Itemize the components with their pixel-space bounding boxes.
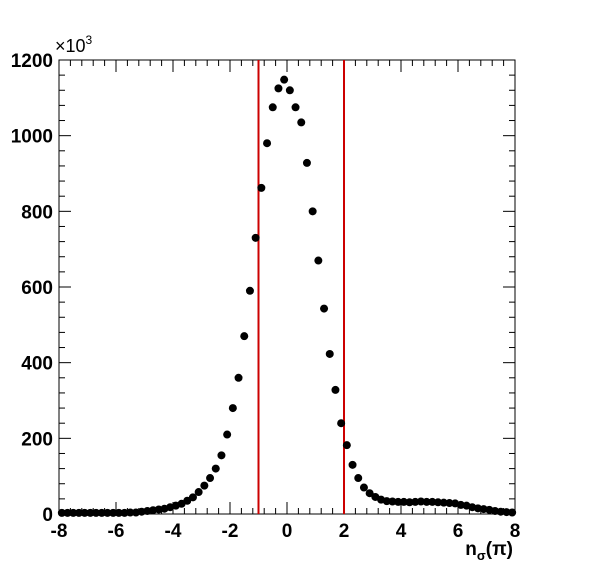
data-point xyxy=(422,497,431,506)
data-point xyxy=(274,84,283,93)
data-point xyxy=(63,508,72,517)
data-point xyxy=(109,508,118,517)
x-tick-label: -4 xyxy=(165,521,182,542)
data-point xyxy=(223,430,232,439)
data-point xyxy=(365,489,374,498)
data-point xyxy=(314,256,323,265)
data-point xyxy=(308,207,317,216)
data-point xyxy=(320,304,329,313)
data-point xyxy=(74,508,83,517)
data-point xyxy=(280,75,289,84)
data-point xyxy=(394,497,403,506)
data-point xyxy=(268,103,277,112)
x-tick-label: 2 xyxy=(339,521,350,542)
y-tick-labels: 0 200 400 600 800 1000 1200 xyxy=(11,51,53,526)
data-point xyxy=(245,286,254,295)
data-point xyxy=(302,158,311,167)
data-point xyxy=(103,508,112,517)
data-point xyxy=(382,497,391,506)
data-point xyxy=(97,508,106,517)
data-point xyxy=(240,332,249,341)
data-point xyxy=(80,508,89,517)
x-axis-title: nσ(π) xyxy=(465,539,513,563)
y-tick-label: 1200 xyxy=(11,51,53,72)
y-multiplier: ×103 xyxy=(55,33,93,56)
data-point xyxy=(120,508,129,517)
data-point xyxy=(291,103,300,112)
data-point xyxy=(234,373,243,382)
data-point xyxy=(342,441,351,450)
data-point xyxy=(359,483,368,492)
data-point xyxy=(331,385,340,394)
data-point xyxy=(114,508,123,517)
data-point xyxy=(428,497,437,506)
data-point xyxy=(194,488,203,497)
data-point xyxy=(217,451,226,460)
data-point xyxy=(434,498,443,507)
plot-frame xyxy=(58,59,516,515)
x-tick-label: -2 xyxy=(222,521,239,542)
y-tick-label: 1000 xyxy=(11,127,53,148)
x-tick-label: 0 xyxy=(282,521,293,542)
data-point xyxy=(211,464,220,473)
data-point xyxy=(405,498,414,507)
x-tick-label: 4 xyxy=(396,521,407,542)
y-tick-label: 0 xyxy=(42,505,53,526)
y-tick-label: 400 xyxy=(21,354,53,375)
x-tick-labels: -8 -6 -4 -2 0 2 4 6 8 xyxy=(51,521,521,542)
data-point xyxy=(325,349,334,358)
data-point xyxy=(251,233,260,242)
data-point xyxy=(496,507,505,516)
data-point xyxy=(337,419,346,428)
x-tick-label: -6 xyxy=(108,521,125,542)
data-point xyxy=(92,508,101,517)
data-point xyxy=(206,474,215,483)
data-point xyxy=(439,498,448,507)
data-point xyxy=(86,508,95,517)
axis-ticks xyxy=(58,59,516,515)
data-point xyxy=(285,86,294,95)
y-tick-label: 800 xyxy=(21,202,53,223)
data-point xyxy=(411,497,420,506)
data-points xyxy=(57,75,517,517)
x-tick-label: 8 xyxy=(510,521,521,542)
data-point xyxy=(188,493,197,502)
data-point xyxy=(388,497,397,506)
data-point xyxy=(228,404,237,413)
data-point xyxy=(257,183,266,192)
y-tick-label: 200 xyxy=(21,429,53,450)
data-point xyxy=(416,497,425,506)
data-point xyxy=(445,499,454,508)
data-point xyxy=(200,481,209,490)
cut-lines xyxy=(257,60,345,514)
data-point xyxy=(126,508,135,517)
x-tick-label: 6 xyxy=(453,521,464,542)
data-point xyxy=(399,497,408,506)
data-point xyxy=(354,474,363,483)
x-tick-label: -8 xyxy=(51,521,68,542)
data-point xyxy=(263,139,272,148)
data-point xyxy=(57,508,66,517)
data-point xyxy=(348,460,357,469)
data-point xyxy=(502,508,511,517)
y-tick-label: 600 xyxy=(21,278,53,299)
data-point xyxy=(508,508,517,517)
data-point xyxy=(297,118,306,127)
data-point xyxy=(69,508,78,517)
